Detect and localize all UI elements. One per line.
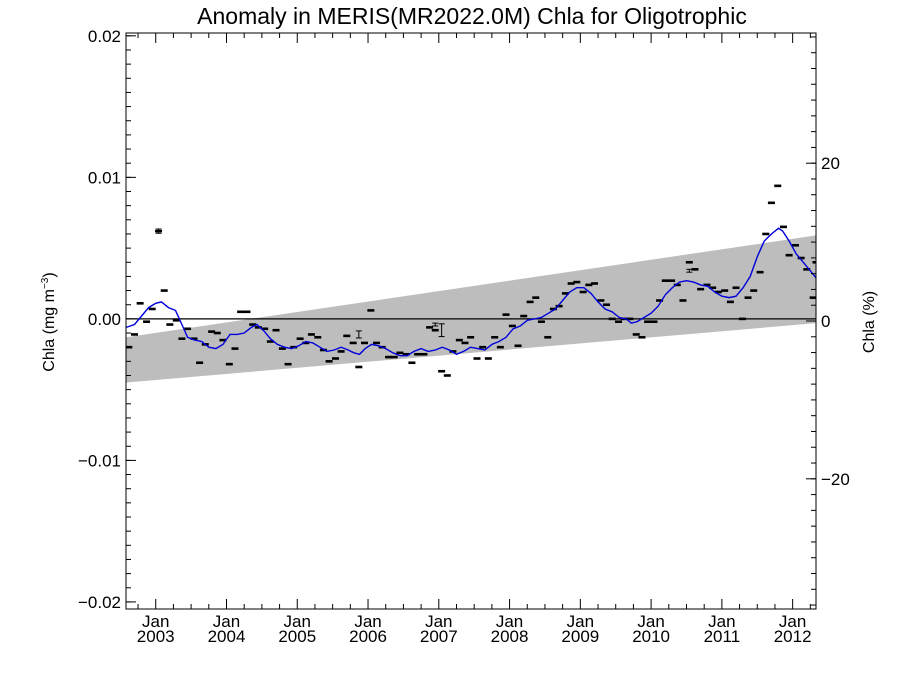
error-bar xyxy=(155,228,162,234)
error-bar xyxy=(432,322,439,327)
x-tick-year-label: 2011 xyxy=(704,627,741,646)
x-tick-month-label: Jan xyxy=(284,612,311,631)
x-tick-month-label: Jan xyxy=(213,612,240,631)
x-tick-year-label: 2004 xyxy=(208,627,246,646)
x-tick-month-label: Jan xyxy=(637,612,664,631)
y-axis-label-text: Chla (mg m xyxy=(41,289,58,372)
x-tick-year-label: 2012 xyxy=(774,627,812,646)
y-axis-label-superscript: −3 xyxy=(40,277,51,289)
y-axis-label: Chla (mg m−3) xyxy=(40,272,58,371)
x-tick-year-label: 2003 xyxy=(137,627,175,646)
x-tick-month-label: Jan xyxy=(779,612,806,631)
x-tick-year-label: 2006 xyxy=(349,627,387,646)
y-axis-label-close: ) xyxy=(41,272,58,277)
x-tick-month-label: Jan xyxy=(142,612,169,631)
plot-area xyxy=(126,184,816,383)
y-tick-label: 0.00 xyxy=(88,310,121,329)
x-tick-year-label: 2008 xyxy=(491,627,529,646)
smoothed-series-line xyxy=(126,227,816,357)
x-tick-month-label: Jan xyxy=(567,612,594,631)
y2-axis-label: Chla (%) xyxy=(861,291,878,353)
y-tick-label: 0.02 xyxy=(88,27,121,46)
chart-title: Anomaly in MERIS(MR2022.0M) Chla for Oli… xyxy=(197,3,747,29)
y-tick-label: −0.02 xyxy=(78,593,121,612)
y-tick-label: −0.01 xyxy=(78,451,121,470)
x-tick-month-label: Jan xyxy=(708,612,735,631)
trend-band xyxy=(126,235,816,383)
x-tick-year-label: 2007 xyxy=(420,627,458,646)
error-bar xyxy=(355,330,362,339)
x-tick-year-label: 2005 xyxy=(278,627,316,646)
y2-tick-label: 20 xyxy=(821,154,840,173)
x-tick-year-label: 2010 xyxy=(632,627,670,646)
x-tick-year-label: 2009 xyxy=(561,627,599,646)
x-tick-month-label: Jan xyxy=(496,612,523,631)
error-bar xyxy=(686,268,693,273)
error-bar xyxy=(438,323,445,338)
y-tick-label: 0.01 xyxy=(88,168,121,187)
y2-tick-label: −20 xyxy=(821,470,850,489)
plot-content xyxy=(126,184,816,383)
x-tick-month-label: Jan xyxy=(354,612,381,631)
x-tick-month-label: Jan xyxy=(425,612,452,631)
y2-tick-label: 0 xyxy=(821,312,830,331)
axes: 0.020.010.00−0.01−0.02200−20Jan2003Jan20… xyxy=(78,27,850,646)
